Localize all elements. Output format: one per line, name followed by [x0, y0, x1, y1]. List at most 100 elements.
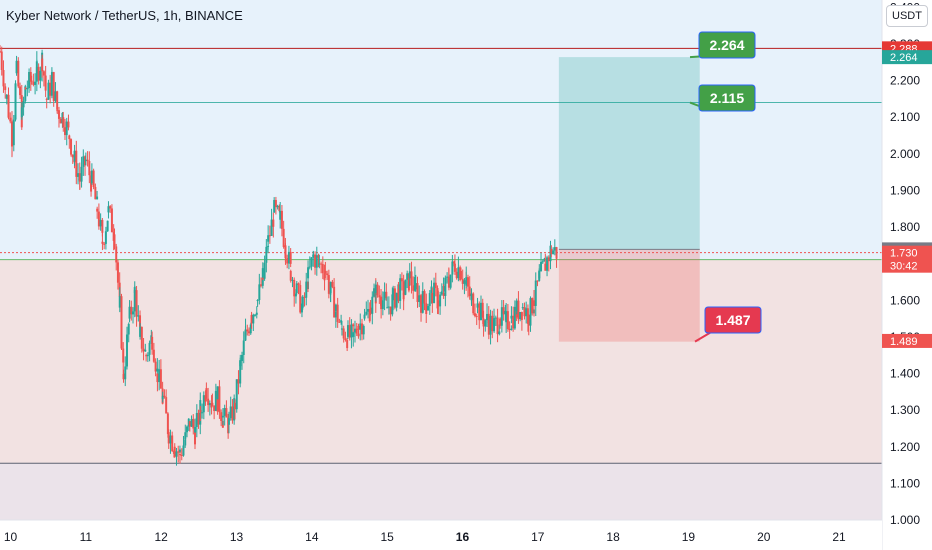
candle-body: [352, 332, 355, 337]
candle-body: [50, 72, 53, 81]
candle-body: [182, 445, 185, 456]
candle-body: [175, 451, 178, 457]
candle-body: [254, 314, 257, 316]
candle-body: [118, 296, 121, 308]
price-callout[interactable]: [698, 31, 756, 59]
candle-body: [28, 72, 31, 89]
candle-body: [550, 249, 553, 254]
candle-body: [263, 262, 266, 279]
candle-body: [499, 318, 502, 326]
candle-body: [378, 295, 381, 298]
candle-body: [214, 390, 217, 412]
candle-body: [0, 51, 3, 70]
candle-body: [333, 286, 336, 318]
candle-body: [381, 300, 384, 309]
candle-body: [125, 334, 128, 367]
candle-body: [374, 284, 377, 293]
candle-body: [62, 117, 65, 128]
price-tick-label: 1.900: [890, 183, 920, 197]
candle-body: [466, 277, 469, 287]
candle-body: [29, 72, 32, 82]
candle-body: [512, 315, 515, 329]
candle-body: [357, 333, 360, 337]
candle-body: [39, 70, 42, 81]
time-axis-background: [0, 520, 882, 550]
candle-body: [132, 311, 135, 315]
candle-body: [463, 280, 466, 284]
candle-body: [19, 86, 22, 96]
price-tag: [882, 258, 932, 273]
candle-body: [268, 235, 271, 237]
candle-body: [34, 81, 37, 85]
candle-body: [436, 288, 439, 309]
candle-body: [321, 264, 324, 274]
candle-body: [320, 263, 323, 265]
candle-body: [130, 306, 133, 315]
candle-body: [152, 349, 155, 362]
candle-body: [52, 72, 55, 101]
candle-body: [410, 271, 413, 286]
candle-body: [267, 235, 270, 242]
candle-body: [484, 320, 487, 327]
currency-selector[interactable]: USDT: [886, 5, 928, 27]
candle-body: [447, 278, 450, 288]
candle-body: [517, 300, 520, 320]
candle-body: [169, 435, 172, 444]
candle-body: [521, 307, 524, 309]
candle-body: [305, 281, 308, 298]
candle-body: [35, 66, 38, 74]
target-zone[interactable]: [558, 57, 700, 250]
candle-body: [220, 412, 223, 421]
candle-body: [324, 270, 327, 274]
candle-body: [151, 336, 154, 350]
candle-body: [482, 318, 485, 327]
price-tick-label: 1.000: [890, 513, 920, 527]
candle-body: [154, 361, 157, 372]
price-tick-label: 1.300: [890, 403, 920, 417]
candle-body: [84, 159, 87, 162]
candle-body: [255, 312, 258, 315]
candle-body: [346, 325, 349, 337]
candle-body: [428, 293, 431, 307]
candle-body: [513, 306, 516, 329]
candle-body: [355, 328, 358, 334]
candle-body: [140, 326, 143, 349]
candle-body: [82, 156, 85, 167]
candle-body: [233, 398, 236, 421]
candle-body: [338, 321, 341, 323]
candle-body: [278, 205, 281, 212]
candle-body: [519, 312, 522, 320]
candle-body: [90, 170, 93, 184]
candle-body: [235, 379, 238, 410]
candle-body: [342, 328, 345, 339]
candle-body: [133, 287, 136, 312]
candle-body: [399, 278, 402, 301]
candle-body: [26, 88, 29, 90]
price-callout[interactable]: [704, 306, 762, 334]
candle-body: [323, 273, 326, 281]
candle-body: [346, 340, 349, 349]
price-tag: [882, 333, 932, 348]
candle-body: [122, 373, 125, 380]
candle-body: [9, 117, 12, 122]
candle-body: [216, 386, 219, 400]
candle-body: [252, 314, 255, 324]
candle-body: [538, 271, 541, 279]
candle-body: [552, 250, 555, 254]
candle-body: [334, 304, 337, 312]
candle-body: [110, 208, 113, 233]
candle-body: [101, 219, 104, 233]
time-tick-label: 13: [230, 530, 244, 544]
candle-body: [418, 295, 421, 302]
candle-body: [276, 205, 279, 208]
candle-body: [478, 303, 481, 321]
candle-body: [357, 325, 360, 330]
stop-zone[interactable]: [558, 249, 700, 342]
candle-body: [430, 286, 433, 294]
candle-body: [425, 303, 428, 311]
candle-body: [173, 446, 176, 457]
candle-body: [2, 69, 5, 87]
price-callout[interactable]: [698, 84, 756, 112]
candle-body: [258, 284, 261, 301]
